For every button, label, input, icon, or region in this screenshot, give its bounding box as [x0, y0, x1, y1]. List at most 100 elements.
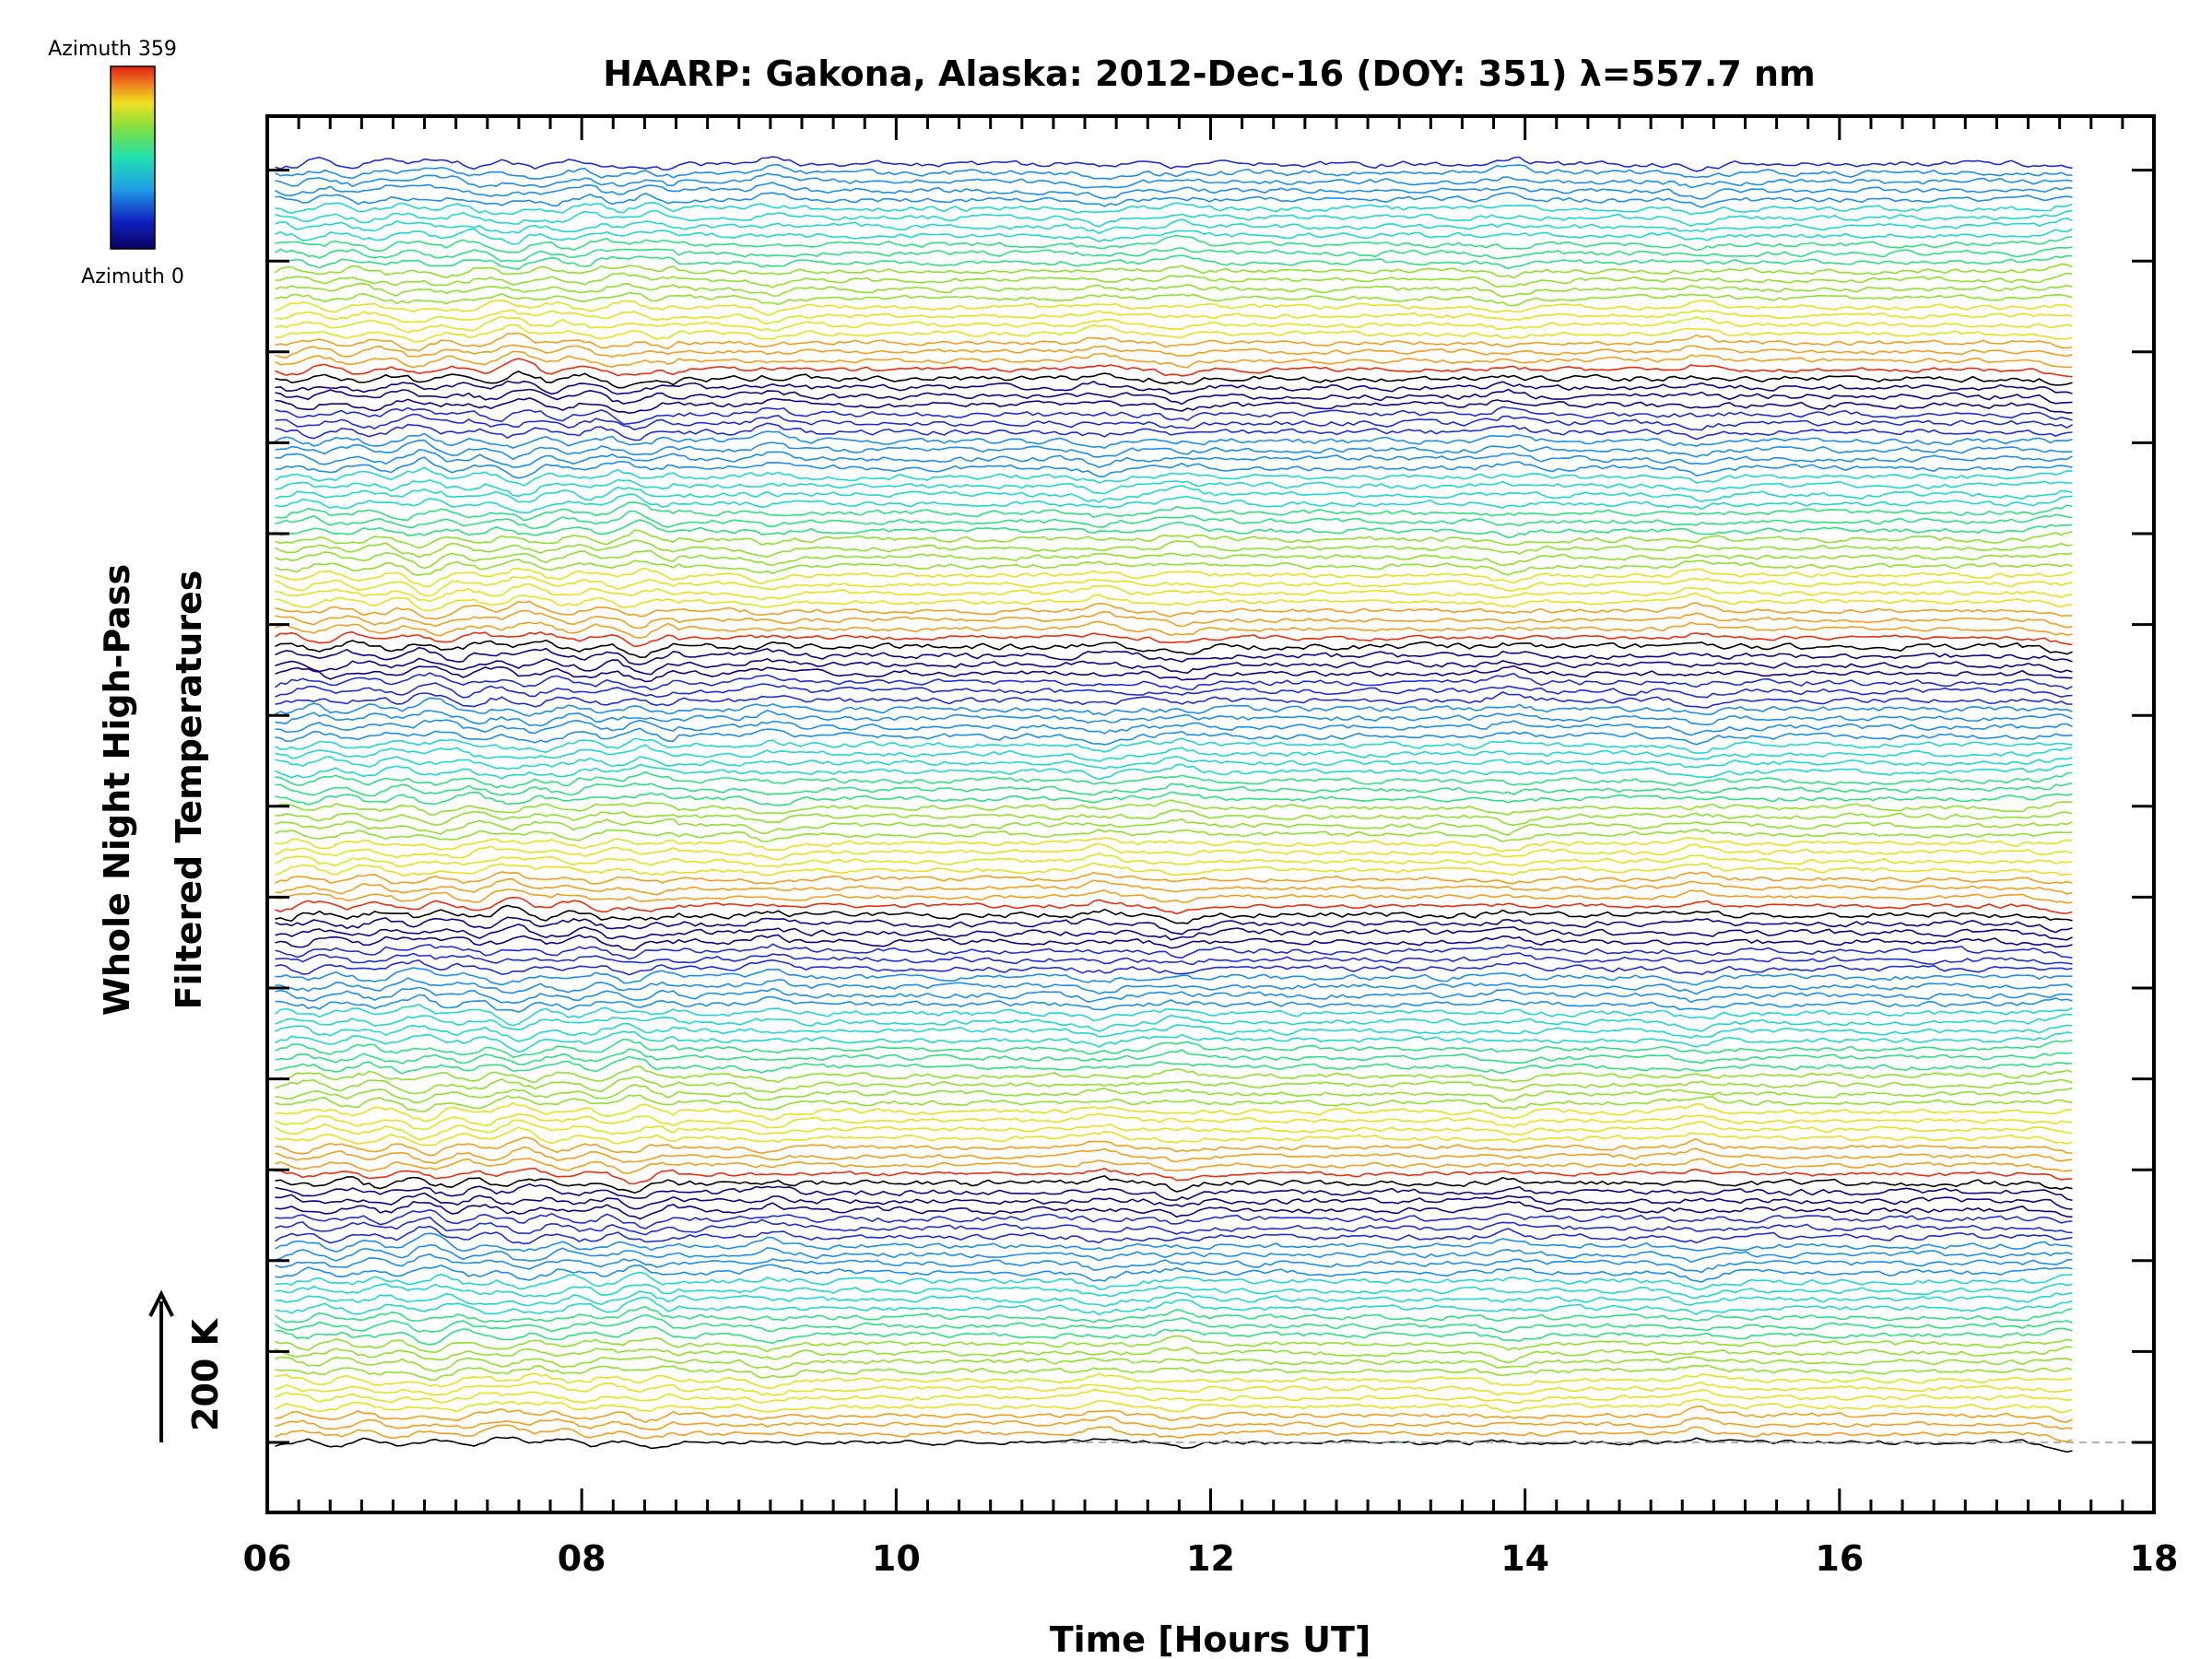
x-tick-label: 06 [243, 1538, 292, 1579]
x-tick-label: 08 [558, 1538, 606, 1579]
trace-line [275, 1398, 2073, 1414]
trace-line [275, 1126, 2073, 1147]
trace-line [275, 1232, 2073, 1253]
trace-line [275, 1158, 2073, 1174]
trace-line [275, 439, 2073, 461]
trace-line [275, 1264, 2073, 1283]
trace-line [275, 862, 2073, 877]
trace-line [275, 771, 2073, 789]
trace-line [275, 934, 2073, 951]
trace-line [275, 397, 2073, 415]
trace-line [275, 1305, 2073, 1324]
trace-line [275, 1216, 2073, 1236]
trace-line [275, 630, 2073, 648]
trace-line [275, 1200, 2073, 1220]
trace-line [275, 332, 2073, 352]
x-tick-label: 18 [2130, 1538, 2179, 1579]
trace-line [275, 449, 2073, 468]
trace-line [275, 1325, 2073, 1346]
trace-line [275, 1192, 2073, 1210]
trace-line [275, 1055, 2073, 1075]
trace-line [275, 1405, 2073, 1423]
trace-line [275, 782, 2073, 797]
x-tick-labels: 06 08 10 12 14 16 18 [243, 1538, 2179, 1579]
trace-line [275, 763, 2073, 781]
trace-line [275, 466, 2073, 487]
trace-line [275, 1101, 2073, 1123]
trace-line [275, 1136, 2073, 1157]
colorbar: Azimuth 359 Azimuth 0 [48, 38, 184, 288]
trace-line [275, 182, 2073, 200]
trace-line [275, 1346, 2073, 1364]
trace-line [275, 344, 2073, 359]
x-tick-label: 14 [1500, 1538, 1549, 1579]
trace-line [275, 1146, 2073, 1165]
trace-line [275, 877, 2073, 896]
trace-line [275, 744, 2073, 763]
trace-line [275, 519, 2073, 539]
trace-line [275, 896, 2073, 915]
trace-line [275, 710, 2073, 727]
trace-line [275, 291, 2073, 307]
trace-line [275, 1022, 2073, 1042]
trace-line [275, 943, 2073, 960]
colorbar-bottom-label: Azimuth 0 [81, 265, 184, 288]
trace-line [275, 1175, 2073, 1194]
x-axis-label: Time [Hours UT] [1050, 1619, 1371, 1659]
x-tick-label: 16 [1815, 1538, 1864, 1579]
trace-line [275, 201, 2073, 216]
trace-line [275, 1296, 2073, 1316]
scale-arrow-head [148, 1289, 174, 1317]
trace-line [275, 228, 2073, 245]
trace-line [275, 582, 2073, 603]
trace-line [275, 529, 2073, 549]
trace-line [275, 1243, 2073, 1264]
colorbar-top-label: Azimuth 359 [48, 38, 177, 61]
trace-line [275, 324, 2073, 343]
trace-line [275, 904, 2073, 924]
trace-line [275, 406, 2073, 426]
trace-line [275, 837, 2073, 853]
trace-line [275, 388, 2073, 406]
trace-line [275, 380, 2073, 395]
trace-line [275, 1119, 2073, 1141]
trace-line [275, 829, 2073, 842]
trace-line [275, 719, 2073, 736]
colorbar-gradient [110, 65, 156, 250]
trace-line [275, 682, 2073, 699]
trace-line [275, 1253, 2073, 1274]
trace-line [275, 1038, 2073, 1059]
y-axis-label-line1: Whole Night High-Pass [97, 564, 137, 1016]
trace-line [275, 799, 2073, 816]
trace-line [275, 272, 2073, 288]
trace-line [275, 246, 2073, 263]
trace-line [275, 916, 2073, 935]
trace-line [275, 646, 2073, 665]
trace-line [275, 350, 2073, 369]
trace-line [275, 959, 2073, 976]
trace-line [275, 163, 2073, 181]
trace-line [275, 994, 2073, 1013]
trace-line [275, 493, 2073, 514]
trace-line [275, 609, 2073, 629]
trace-line [275, 1094, 2073, 1112]
trace-line [275, 430, 2073, 450]
x-tick-label: 10 [872, 1538, 921, 1579]
trace-line [275, 1290, 2073, 1308]
trace-line [275, 1436, 2073, 1453]
trace-line [275, 691, 2073, 709]
scale-indicator: 200 K [148, 1289, 226, 1442]
trace-line [275, 1364, 2073, 1382]
trace-line [275, 485, 2073, 503]
trace-line [275, 967, 2073, 986]
trace-line [275, 478, 2073, 498]
trace-line [275, 592, 2073, 612]
trace-line [275, 549, 2073, 570]
trace-line [275, 1003, 2073, 1027]
trace-line [275, 558, 2073, 576]
trace-line [275, 986, 2073, 1005]
trace-line [275, 600, 2073, 620]
trace-line [275, 282, 2073, 299]
trace-line [275, 1225, 2073, 1245]
